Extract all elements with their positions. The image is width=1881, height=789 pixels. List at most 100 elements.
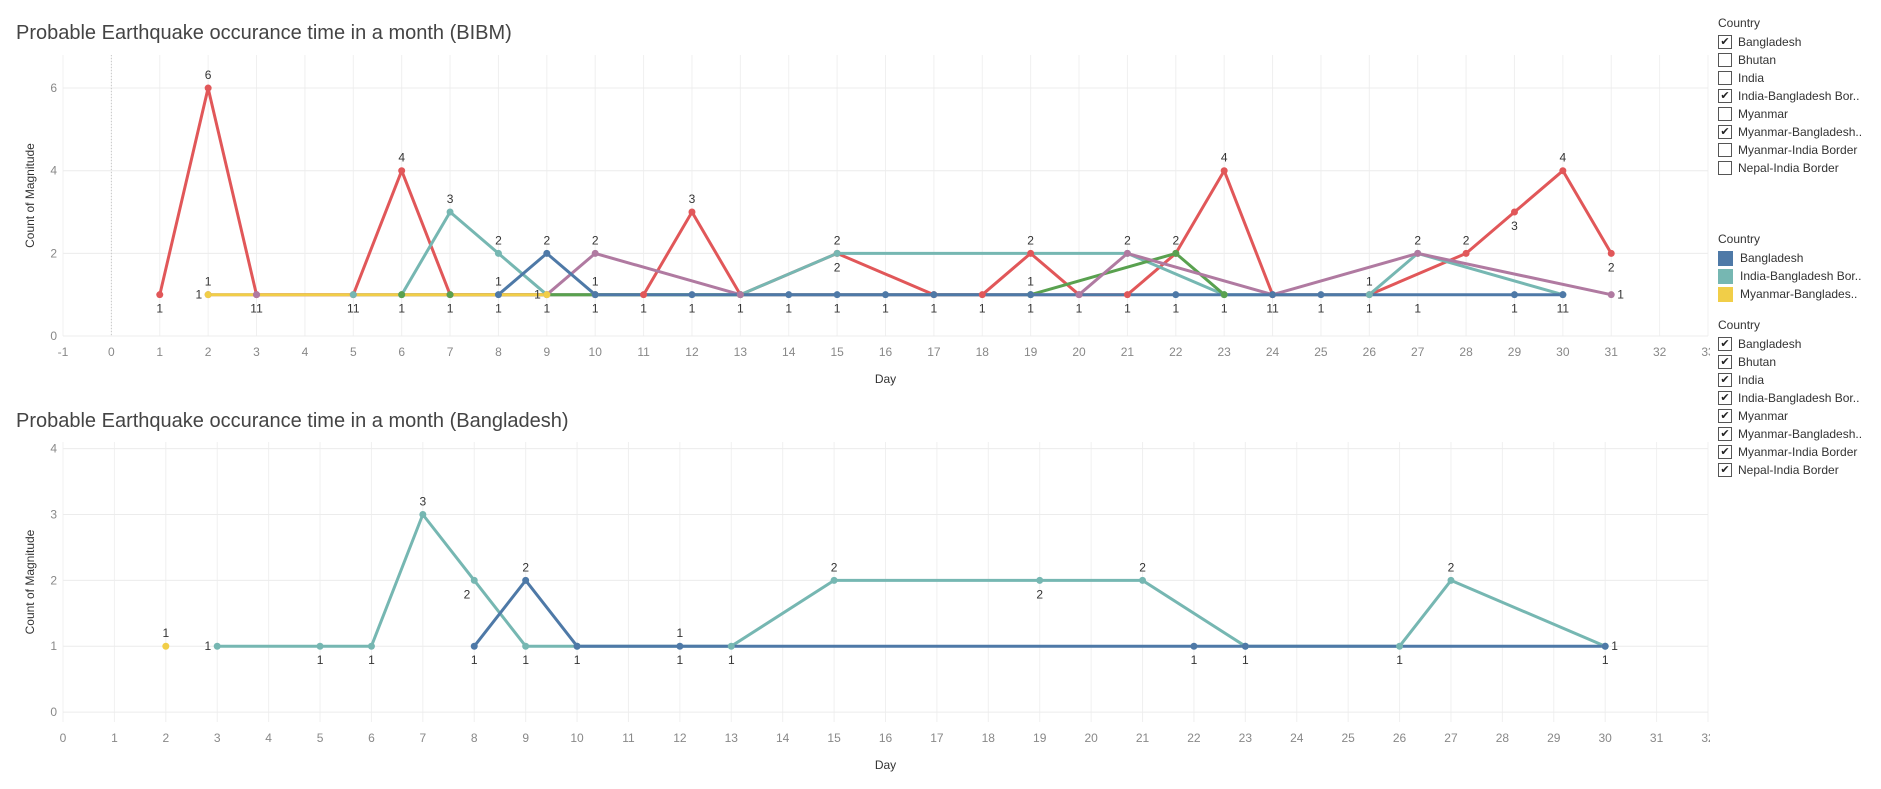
filter-item-label: Nepal-India Border <box>1738 161 1839 175</box>
filter-item[interactable]: ✔ India <box>1718 371 1862 389</box>
series-point-1 <box>446 208 454 216</box>
checkbox[interactable]: ✔ <box>1718 373 1732 387</box>
checkbox[interactable] <box>1718 53 1732 67</box>
data-label: 2 <box>592 233 599 247</box>
series-point-1 <box>522 576 530 584</box>
filter-item[interactable]: Myanmar-India Border <box>1718 141 1862 159</box>
data-label: 1 <box>574 653 581 667</box>
y-axis-label: Count of Magnitude <box>23 143 37 248</box>
series-point-5 <box>543 291 551 299</box>
filter-item[interactable]: ✔ India-Bangladesh Bor.. <box>1718 87 1862 105</box>
filter-item[interactable]: Myanmar <box>1718 105 1862 123</box>
data-label: 1 <box>834 302 841 316</box>
filter-item-label: India <box>1738 373 1765 387</box>
series-point-0 <box>419 510 427 518</box>
checkbox[interactable] <box>1718 143 1732 157</box>
x-tick-label: 0 <box>60 731 67 745</box>
data-label: 1 <box>1191 653 1198 667</box>
data-label: 2 <box>1036 587 1043 601</box>
data-label: 1 <box>728 653 735 667</box>
checkbox[interactable]: ✔ <box>1718 445 1732 459</box>
series-point-3 <box>1123 249 1131 257</box>
x-tick-label: 16 <box>879 345 893 359</box>
checkbox[interactable]: ✔ <box>1718 35 1732 49</box>
checkbox[interactable]: ✔ <box>1718 409 1732 423</box>
data-label: 2 <box>1027 233 1034 247</box>
data-label: 1 <box>317 653 324 667</box>
x-tick-label: 25 <box>1314 345 1328 359</box>
color-legend: Country Bangladesh India-Bangladesh Bor..… <box>1718 232 1861 303</box>
checkbox[interactable] <box>1718 71 1732 85</box>
data-label: 1 <box>534 288 541 302</box>
filter-item-label: India-Bangladesh Bor.. <box>1738 391 1860 405</box>
checkbox[interactable]: ✔ <box>1718 89 1732 103</box>
filter-item-label: Bhutan <box>1738 53 1777 67</box>
filter-item[interactable]: ✔ India-Bangladesh Bor.. <box>1718 389 1862 407</box>
x-axis-label: Day <box>875 758 896 772</box>
data-label: 6 <box>205 68 212 82</box>
legend-item-label: Bangladesh <box>1740 251 1804 265</box>
checkbox[interactable] <box>1718 107 1732 121</box>
data-label: 1 <box>677 653 684 667</box>
data-label: 1 <box>1511 302 1518 316</box>
legend-item[interactable]: Bangladesh <box>1718 249 1861 267</box>
legend-item[interactable]: Myanmar-Banglades.. <box>1718 285 1861 303</box>
checkbox[interactable]: ✔ <box>1718 337 1732 351</box>
filter-item[interactable]: ✔ Bangladesh <box>1718 33 1862 51</box>
x-tick-label: 20 <box>1084 731 1098 745</box>
filter-item[interactable]: Nepal-India Border <box>1718 159 1862 177</box>
checkbox[interactable]: ✔ <box>1718 427 1732 441</box>
filter-title: Country <box>1718 16 1761 30</box>
chart-bibm[interactable]: -1 0 1 2 3 4 5 6 7 8 9 10 11 12 13 14 15 16 17 18 19 20 21 22 23… <box>0 0 1710 400</box>
filter-item[interactable]: Bhutan <box>1718 51 1862 69</box>
filter-item-label: Nepal-India Border <box>1738 463 1839 477</box>
filter-item[interactable]: ✔ Bangladesh <box>1718 335 1862 353</box>
filter-item[interactable]: ✔ Bhutan <box>1718 353 1862 371</box>
series-point-0 <box>398 167 406 175</box>
filter-item[interactable]: ✔ Myanmar-Bangladesh.. <box>1718 123 1862 141</box>
data-label: 1 <box>1366 275 1373 289</box>
x-tick-label: 7 <box>420 731 427 745</box>
checkbox[interactable] <box>1718 161 1732 175</box>
x-tick-label: 32 <box>1653 345 1667 359</box>
series-point-2 <box>1172 249 1180 257</box>
series-point-0 <box>1396 642 1404 650</box>
x-tick-label: 3 <box>214 731 221 745</box>
x-tick-label: 2 <box>162 731 169 745</box>
x-tick-label: 10 <box>570 731 584 745</box>
x-tick-label: 33 <box>1701 345 1710 359</box>
checkbox[interactable]: ✔ <box>1718 391 1732 405</box>
x-tick-label: 9 <box>543 345 550 359</box>
series-point-2 <box>1220 291 1228 299</box>
filter-item-label: Myanmar <box>1738 107 1789 121</box>
x-tick-label: 17 <box>927 345 941 359</box>
legend-item[interactable]: India-Bangladesh Bor.. <box>1718 267 1861 285</box>
y-axis-label: Count of Magnitude <box>23 529 37 634</box>
series-point-0 <box>316 642 324 650</box>
series-point-4 <box>591 291 599 299</box>
series-point-0 <box>522 642 530 650</box>
x-tick-label: 14 <box>776 731 790 745</box>
filter-item[interactable]: India <box>1718 69 1862 87</box>
checkbox[interactable]: ✔ <box>1718 125 1732 139</box>
x-tick-label: 23 <box>1217 345 1231 359</box>
filter-item[interactable]: ✔ Myanmar-Bangladesh.. <box>1718 425 1862 443</box>
data-label: 2 <box>1608 260 1615 274</box>
series-point-4 <box>688 291 696 299</box>
data-label: 11 <box>1557 302 1570 316</box>
data-label: 1 <box>677 626 684 640</box>
filter-item[interactable]: ✔ Nepal-India Border <box>1718 461 1862 479</box>
x-tick-label: 10 <box>589 345 603 359</box>
checkbox[interactable]: ✔ <box>1718 463 1732 477</box>
x-tick-label: 15 <box>830 345 844 359</box>
filter-item[interactable]: ✔ Myanmar-India Border <box>1718 443 1862 461</box>
data-label: 1 <box>447 302 454 316</box>
series-point-1 <box>349 291 357 299</box>
legend-title: Country <box>1718 232 1761 246</box>
checkbox[interactable]: ✔ <box>1718 355 1732 369</box>
filter-item[interactable]: ✔ Myanmar <box>1718 407 1862 425</box>
data-label: 1 <box>689 302 696 316</box>
chart-bangladesh[interactable]: 0 1 2 3 4 5 6 7 8 9 10 11 12 13 14 15 16 17 18 19 20 21 22 23 24… <box>0 0 1710 789</box>
x-tick-label: 26 <box>1363 345 1377 359</box>
data-label: 1 <box>979 302 986 316</box>
